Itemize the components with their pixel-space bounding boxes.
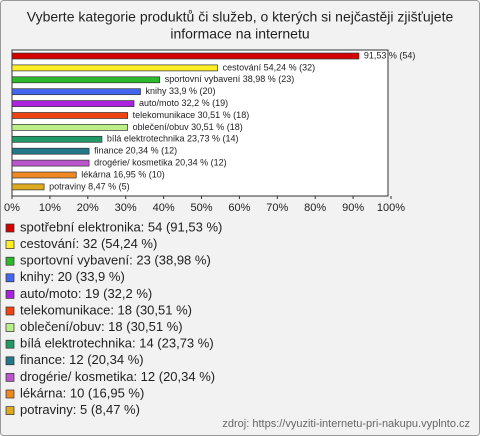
value-label: auto/moto 32,2 % (19) [139, 98, 228, 108]
bar [11, 52, 360, 60]
legend-swatch [5, 373, 15, 382]
legend-swatch [5, 389, 15, 399]
x-tick-label: 40% [153, 202, 175, 214]
x-tick-label: 70% [266, 202, 288, 214]
x-tick-label: 30% [115, 202, 137, 214]
x-tick-label: 80% [304, 202, 326, 214]
value-label: potraviny 8,47 % (5) [49, 181, 130, 191]
chart-title: Vyberte kategorie produktů či služeb, o … [27, 9, 454, 25]
bar [11, 112, 128, 119]
chart-title: informace na internetu [170, 26, 309, 42]
bar [11, 159, 90, 167]
bar [11, 171, 77, 179]
value-label: bílá elektrotechnika 23,73 % (14) [107, 134, 239, 144]
legend-label: telekomunikace: 18 (30,51 %) [20, 302, 192, 317]
legend-swatch [5, 240, 15, 249]
bar [11, 135, 103, 143]
legend-label: potraviny: 5 (8,47 %) [20, 402, 140, 417]
legend-swatch [5, 339, 15, 349]
legend-label: finance: 12 (20,34 %) [20, 352, 144, 367]
bar [11, 100, 135, 107]
x-tick-label: 10% [39, 202, 61, 214]
legend-label: sportovní vybavení: 23 (38,98 %) [20, 253, 211, 268]
legend-label: oblečení/obuv: 18 (30,51 %) [20, 319, 183, 334]
x-tick-label: 90% [342, 202, 364, 214]
value-label: sportovní vybavení 38,98 % (23) [165, 74, 295, 84]
bar [11, 183, 45, 191]
legend-swatch [5, 223, 15, 233]
value-label: lékárna 16,95 % (10) [81, 169, 165, 179]
bar [11, 88, 141, 96]
bar [11, 64, 218, 72]
legend-swatch [5, 256, 15, 266]
bar [11, 147, 90, 155]
source: zdroj: https://vyuziti-internetu-pri-nak… [222, 418, 470, 430]
legend-swatch [5, 356, 15, 366]
x-tick-label: 20% [77, 202, 99, 214]
x-tick-label: 100% [377, 202, 405, 214]
bar [11, 76, 161, 84]
value-label: drogérie/ kosmetika 20,34 % (12) [94, 157, 227, 167]
value-label: finance 20,34 % (12) [94, 146, 177, 156]
legend-swatch [5, 323, 15, 332]
bar [11, 124, 128, 131]
legend-label: bílá elektrotechnika: 14 (23,73 %) [20, 336, 214, 351]
legend-swatch [5, 273, 15, 283]
value-label: oblečení/obuv 30,51 % (18) [133, 122, 243, 132]
legend-label: drogérie/ kosmetika: 12 (20,34 %) [20, 369, 215, 384]
value-label: knihy 33,9 % (20) [145, 86, 215, 96]
value-label: 91,53 % (54) [364, 50, 416, 60]
value-label: cestování 54,24 % (32) [223, 62, 316, 72]
legend-label: auto/moto: 19 (32,2 %) [20, 286, 152, 301]
x-tick-label: 50% [190, 202, 212, 214]
x-tick-label: 0% [4, 202, 20, 214]
legend-label: lékárna: 10 (16,95 %) [20, 385, 144, 400]
legend-swatch [5, 406, 15, 415]
legend-label: knihy: 20 (33,9 %) [20, 269, 125, 284]
value-label: telekomunikace 30,51 % (18) [133, 110, 250, 120]
legend-label: cestování: 32 (54,24 %) [20, 236, 157, 251]
legend-label: spotřební elektronika: 54 (91,53 %) [20, 219, 222, 234]
legend-swatch [5, 306, 15, 316]
legend-swatch [5, 290, 15, 299]
x-tick-label: 60% [228, 202, 250, 214]
